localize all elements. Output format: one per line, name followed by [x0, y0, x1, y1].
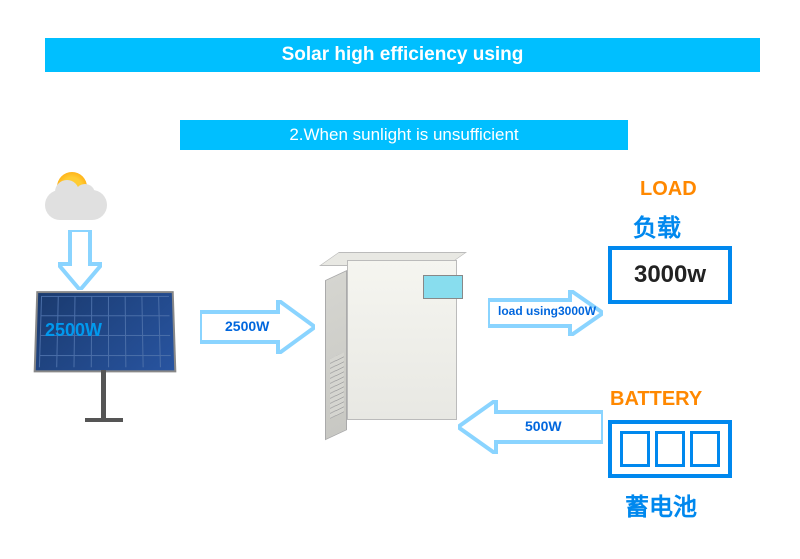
inverter-display — [423, 275, 463, 299]
battery-icon — [608, 420, 732, 478]
inverter-unit — [325, 260, 480, 450]
arrow-label-battery-to-inverter: 500W — [525, 418, 562, 434]
subtitle-bar: 2.When sunlight is unsufficient — [180, 120, 628, 150]
arrow-label-panel-to-inverter: 2500W — [225, 318, 269, 334]
load-title-en: LOAD — [640, 178, 697, 201]
arrow-label-inverter-to-load: load using3000W — [498, 304, 596, 318]
arrow-sun-to-panel — [58, 230, 102, 290]
battery-title-cn: 蓄电池 — [625, 487, 697, 522]
cloud-icon — [45, 190, 107, 220]
main-title-bar: Solar high efficiency using — [45, 38, 760, 72]
battery-title-en: BATTERY — [610, 388, 702, 411]
panel-wattage-label: 2500W — [45, 320, 102, 341]
load-value-box: 3000w — [608, 246, 732, 304]
solar-panel: 2500W — [35, 290, 185, 410]
load-title-cn: 负载 — [633, 208, 681, 243]
sun-cloud-icon — [45, 170, 115, 225]
